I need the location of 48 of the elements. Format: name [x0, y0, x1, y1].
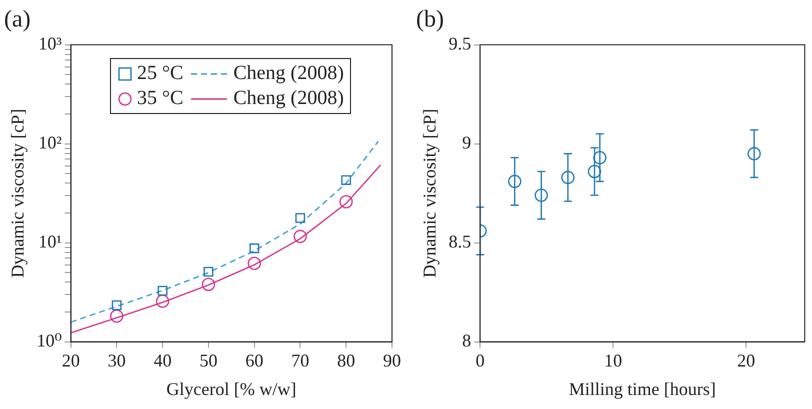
point	[534, 188, 548, 202]
x-tick-label: 30	[108, 350, 126, 370]
point	[748, 147, 761, 160]
point	[508, 174, 522, 188]
point	[249, 243, 260, 254]
point	[561, 170, 575, 184]
x-axis-title: Milling time [hours]	[568, 378, 716, 399]
x-tick-label: 80	[337, 350, 356, 370]
legend-label: 35 °C	[137, 87, 184, 110]
point	[248, 256, 261, 270]
y-tick-label: 10¹	[38, 232, 62, 252]
chart-title: (b)	[416, 6, 444, 33]
chart-title: (a)	[4, 6, 31, 33]
y-axis-title: Dynamic viscosity [cP]	[420, 108, 440, 278]
x-tick-label: 0	[476, 350, 485, 370]
y-tick-label: 8.5	[448, 232, 472, 252]
point	[341, 175, 352, 185]
x-tick-label: 50	[199, 350, 218, 370]
legend-label: Cheng (2008)	[233, 87, 344, 110]
point	[156, 294, 170, 308]
point	[158, 286, 168, 296]
x-tick-label: 70	[291, 350, 310, 370]
x-tick-label: 60	[245, 350, 264, 370]
point	[295, 213, 306, 223]
point	[593, 151, 606, 164]
x-axis-title: Glycerol [% w/w]	[166, 378, 296, 399]
point	[112, 300, 122, 310]
line-series	[70, 140, 379, 323]
legend-label: Cheng (2008)	[233, 62, 344, 85]
y-tick-label: 8	[462, 330, 472, 351]
y-tick-label: 9	[462, 132, 472, 153]
point	[204, 266, 214, 277]
x-tick-label: 10	[604, 350, 622, 370]
legend-label: 25 °C	[137, 62, 184, 85]
point	[294, 230, 307, 244]
y-tick-label: 9.5	[448, 34, 472, 54]
y-tick-label: 10⁰	[36, 330, 62, 351]
point	[588, 164, 602, 178]
y-tick-label: 10²	[38, 132, 62, 153]
x-tick-label: 40	[154, 350, 172, 370]
x-tick-label: 20	[737, 350, 756, 370]
point	[110, 309, 124, 323]
y-axis-title: Dynamic viscosity [cP]	[8, 108, 28, 278]
point	[202, 278, 216, 292]
y-tick-label: 10³	[38, 34, 62, 54]
point	[339, 195, 353, 208]
x-tick-label: 20	[62, 350, 80, 370]
x-tick-label: 90	[383, 350, 401, 370]
